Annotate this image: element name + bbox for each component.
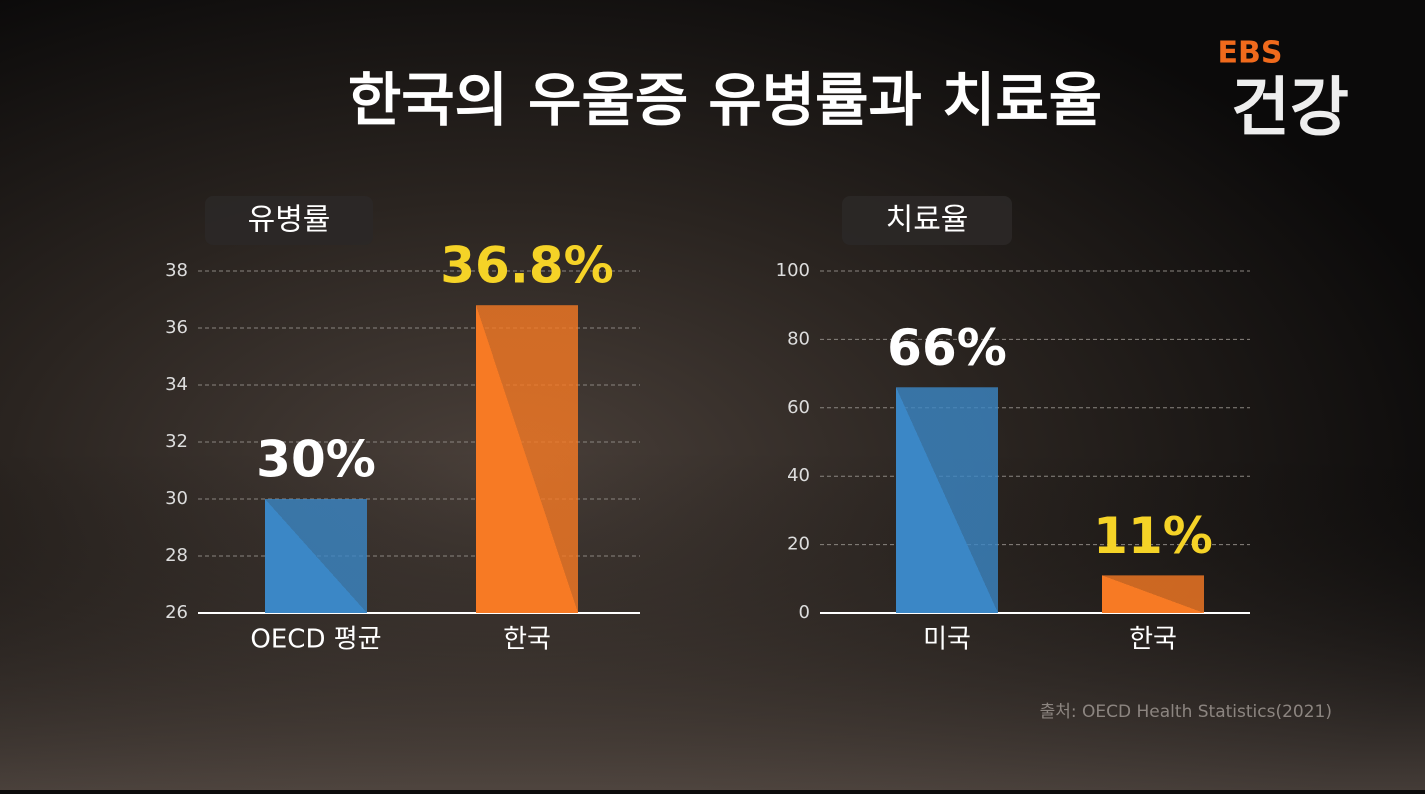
bar (265, 499, 367, 613)
chart-title: 유병률 (248, 203, 331, 238)
chart-title-box (842, 196, 1012, 245)
y-tick-label: 32 (165, 431, 188, 452)
y-tick-label: 40 (787, 465, 810, 486)
chart-title: 치료율 (886, 203, 969, 238)
source: 출처: OECD Health Statistics(2021) (1040, 702, 1332, 722)
x-tick-label: 미국 (923, 625, 971, 655)
value-label: 30% (256, 431, 376, 489)
bar (476, 305, 578, 613)
y-tick-label: 34 (165, 374, 188, 395)
y-tick-label: 28 (165, 545, 188, 566)
chart-title-box (205, 196, 373, 245)
y-tick-label: 36 (165, 317, 188, 338)
y-tick-label: 100 (776, 260, 810, 281)
value-label: 36.8% (440, 237, 613, 295)
y-tick-label: 20 (787, 534, 810, 555)
main-title: 한국의 우울증 유병률과 치료율 (348, 66, 1102, 134)
bar (1102, 575, 1204, 613)
y-tick-label: 26 (165, 602, 188, 623)
background-floor (0, 450, 1425, 790)
value-label: 66% (887, 319, 1007, 377)
y-tick-label: 0 (799, 602, 810, 623)
x-tick-label: 한국 (503, 625, 551, 655)
value-label: 11% (1093, 507, 1213, 565)
y-tick-label: 38 (165, 260, 188, 281)
y-tick-label: 60 (787, 397, 810, 418)
bar (896, 387, 998, 613)
y-tick-label: 80 (787, 328, 810, 349)
logo-brand: EBS (1218, 36, 1283, 71)
y-tick-label: 30 (165, 488, 188, 509)
logo-name: 건강 (1231, 72, 1349, 146)
x-tick-label: 한국 (1129, 625, 1177, 655)
x-tick-label: OECD 평균 (250, 625, 381, 655)
